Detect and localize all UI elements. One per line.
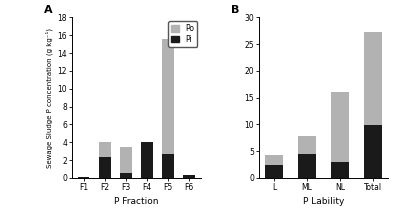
X-axis label: P Lability: P Lability xyxy=(303,197,344,206)
Y-axis label: Sewage Sludge P concentration (g kg⁻¹): Sewage Sludge P concentration (g kg⁻¹) xyxy=(46,28,53,168)
Bar xyxy=(364,125,382,178)
Bar xyxy=(99,157,111,178)
Bar xyxy=(120,173,132,178)
Bar xyxy=(265,155,283,164)
Bar xyxy=(298,136,316,154)
Bar xyxy=(298,154,316,178)
Bar xyxy=(331,92,349,162)
X-axis label: P Fraction: P Fraction xyxy=(114,197,159,206)
Bar xyxy=(184,175,195,178)
Legend: Po, Pi: Po, Pi xyxy=(168,21,197,47)
Bar xyxy=(265,164,283,178)
Bar xyxy=(141,142,153,178)
Bar xyxy=(162,154,174,178)
Bar xyxy=(120,147,132,173)
Bar xyxy=(331,162,349,178)
Bar xyxy=(162,39,174,154)
Bar xyxy=(99,142,111,157)
Bar xyxy=(78,177,90,178)
Text: A: A xyxy=(44,5,52,15)
Bar xyxy=(364,32,382,125)
Text: B: B xyxy=(231,5,239,15)
